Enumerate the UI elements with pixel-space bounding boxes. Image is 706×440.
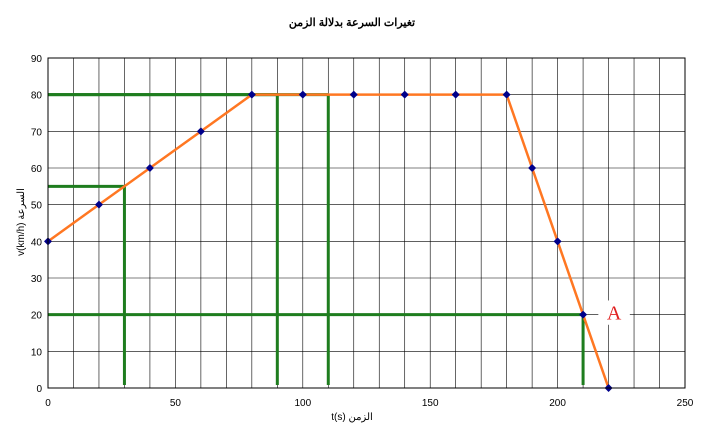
data-point bbox=[400, 90, 409, 99]
y-tick-label: 70 bbox=[31, 127, 43, 138]
series-line bbox=[47, 93, 610, 389]
data-point bbox=[528, 164, 537, 172]
point-a-label: A bbox=[607, 303, 622, 325]
y-tick-label: 40 bbox=[31, 237, 43, 248]
x-axis-label: t(s) الزمن bbox=[331, 412, 373, 423]
y-tick-label: 90 bbox=[31, 54, 43, 65]
data-point bbox=[94, 200, 103, 209]
x-tick-label: 150 bbox=[422, 398, 439, 409]
data-point bbox=[502, 90, 511, 99]
plot-frame bbox=[47, 57, 686, 389]
x-tick-label: 250 bbox=[677, 398, 694, 409]
data-point bbox=[247, 90, 256, 99]
data-point bbox=[553, 237, 562, 246]
x-tick-label: 100 bbox=[294, 398, 311, 409]
data-point bbox=[451, 90, 460, 99]
x-tick-label: 0 bbox=[45, 398, 51, 409]
y-tick-label: 30 bbox=[31, 274, 43, 285]
data-point bbox=[579, 310, 588, 319]
y-axis-label: v(km/h) السرعة bbox=[16, 188, 27, 256]
y-tick-label: 60 bbox=[31, 164, 43, 175]
tick-labels: 0 50 100 150 200 250 0 10 20 30 40 50 60 70 80 90 bbox=[31, 54, 694, 409]
x-tick-label: 200 bbox=[549, 398, 566, 409]
y-tick-label: 10 bbox=[31, 347, 43, 358]
series bbox=[44, 90, 613, 392]
data-point bbox=[145, 164, 154, 172]
data-point bbox=[349, 90, 358, 99]
chart-title: تغيرات السرعة بدلالة الزمن bbox=[289, 17, 415, 29]
grid bbox=[48, 58, 685, 388]
y-tick-label: 50 bbox=[31, 201, 43, 212]
x-tick-label: 50 bbox=[170, 398, 182, 409]
guide-lines bbox=[48, 93, 585, 385]
y-tick-label: 80 bbox=[31, 91, 43, 102]
y-tick-label: 20 bbox=[31, 311, 43, 322]
data-point bbox=[196, 127, 205, 136]
point-a-label-background bbox=[598, 299, 631, 326]
y-tick-label: 0 bbox=[36, 384, 42, 395]
data-point bbox=[298, 90, 307, 99]
